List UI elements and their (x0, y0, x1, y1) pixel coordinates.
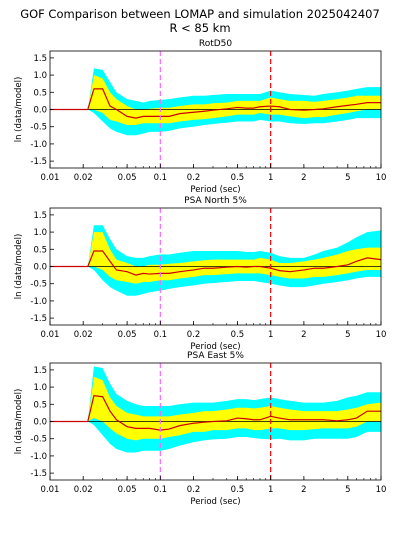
y-tick-label: -1.5 (30, 469, 47, 479)
plot-area (50, 51, 381, 168)
chart-panel-1: RotD50 0.01 0.02 0.05 0.1 0.2 0.5 1 2 5 10 1.5 1.0 0.… (14, 39, 386, 195)
inner-band (50, 376, 381, 441)
x-tick-label: 1 (268, 330, 273, 340)
x-tick-label: 1 (268, 485, 273, 495)
x-tick-label: 0.1 (154, 173, 168, 183)
chart-panel-3: PSA East 5% 0.01 0.02 0.05 0.1 0.2 0.5 1 2 5 10 1.5… (14, 351, 386, 507)
x-tick-label: 2 (301, 173, 306, 183)
x-tick-label: 5 (345, 173, 350, 183)
chart-panel-2: PSA North 5% 0.01 0.02 0.05 0.1 0.2 0.5 1 2 5 10 1.… (14, 196, 386, 352)
y-tick-label: 1.5 (33, 54, 47, 64)
y-tick-label: 1.0 (33, 228, 47, 238)
y-tick-label: 0.0 (33, 106, 47, 116)
x-tick-label: 2 (301, 330, 306, 340)
x-tick-label: 0.01 (41, 485, 60, 495)
x-tick-label: 0.5 (231, 485, 245, 495)
y-axis-label: ln (data/model) (14, 234, 24, 300)
y-tick-label: -1.0 (30, 452, 47, 462)
x-tick-label: 10 (376, 485, 387, 495)
plot-area (50, 363, 381, 480)
x-tick-label: 0.2 (187, 485, 201, 495)
x-tick-label: 0.1 (154, 330, 168, 340)
y-tick-label: -1.5 (30, 157, 47, 167)
y-tick-label: -1.0 (30, 297, 47, 307)
x-tick-label: 10 (376, 173, 387, 183)
y-tick-label: 1.5 (33, 211, 47, 221)
median-line (50, 395, 381, 431)
chart-title: PSA East 5% (187, 351, 244, 361)
x-axis-label: Period (sec) (190, 497, 240, 507)
x-tick-label: 0.2 (187, 330, 201, 340)
y-tick-label: -0.5 (30, 280, 47, 290)
median-line (50, 88, 381, 119)
y-tick-label: -1.0 (30, 140, 47, 150)
x-tick-label: 0.05 (118, 485, 137, 495)
inner-band (50, 75, 381, 125)
x-tick-label: 5 (345, 330, 350, 340)
y-tick-label: 1.0 (33, 383, 47, 393)
x-tick-label: 5 (345, 485, 350, 495)
y-tick-label: 0.5 (33, 245, 47, 255)
y-axis-label: ln (data/model) (14, 389, 24, 455)
y-tick-label: 0.0 (33, 418, 47, 428)
y-axis-label: ln (data/model) (14, 77, 24, 143)
x-axis-label: Period (sec) (190, 342, 240, 352)
x-tick-label: 0.5 (231, 173, 245, 183)
x-tick-label: 0.05 (118, 330, 137, 340)
x-tick-label: 0.1 (154, 485, 168, 495)
y-tick-label: -0.5 (30, 123, 47, 133)
chart-title: PSA North 5% (184, 196, 247, 206)
figure-title-line1: GOF Comparison between LOMAP and simulat… (20, 7, 380, 21)
x-tick-label: 0.02 (74, 173, 93, 183)
figure-title: GOF Comparison between LOMAP and simulat… (0, 7, 400, 35)
y-tick-label: 1.5 (33, 366, 47, 376)
x-tick-label: 0.01 (41, 330, 60, 340)
plot-area (50, 208, 381, 325)
x-tick-label: 0.02 (74, 330, 93, 340)
x-tick-label: 0.01 (41, 173, 60, 183)
x-tick-label: 1 (268, 173, 273, 183)
y-tick-label: 0.5 (33, 400, 47, 410)
x-axis-label: Period (sec) (190, 185, 240, 195)
median-line (50, 250, 381, 276)
x-tick-label: 0.2 (187, 173, 201, 183)
x-tick-label: 10 (376, 330, 387, 340)
chart-title: RotD50 (199, 39, 233, 49)
x-tick-label: 2 (301, 485, 306, 495)
x-tick-label: 0.5 (231, 330, 245, 340)
y-tick-label: -0.5 (30, 435, 47, 445)
x-tick-label: 0.05 (118, 173, 137, 183)
y-tick-label: 0.0 (33, 263, 47, 273)
figure-title-line2: R < 85 km (169, 21, 231, 35)
x-tick-label: 0.02 (74, 485, 93, 495)
y-tick-label: 0.5 (33, 88, 47, 98)
y-tick-label: 1.0 (33, 71, 47, 81)
y-tick-label: -1.5 (30, 314, 47, 324)
